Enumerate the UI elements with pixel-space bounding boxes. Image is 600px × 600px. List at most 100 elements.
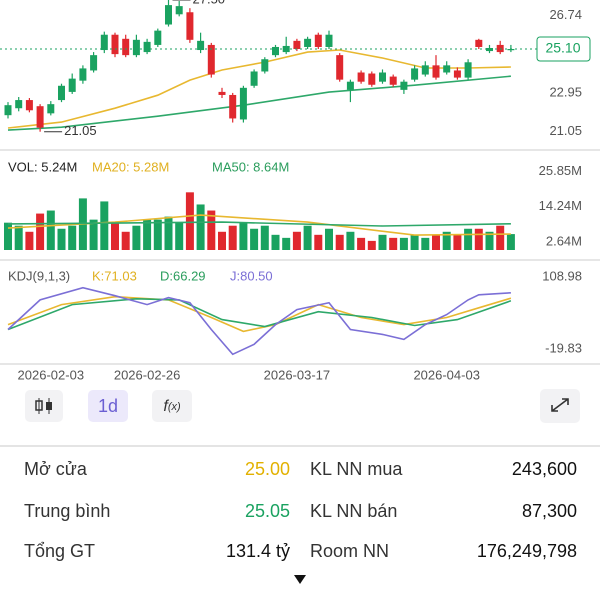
candle-body: [175, 6, 183, 15]
candle-body: [443, 65, 451, 73]
candle-body: [432, 65, 440, 78]
volume-bar: [196, 204, 205, 250]
stat-label: Mở cửa: [24, 459, 88, 479]
candle-body: [357, 72, 365, 82]
volume-bar: [314, 234, 323, 250]
candle-body: [4, 105, 12, 116]
y-tick-label: -19.83: [545, 341, 582, 356]
volume-bar: [239, 222, 248, 250]
candle-body: [68, 78, 76, 92]
last-price-label: 25.10: [545, 40, 580, 56]
legend-entry: D:66.29: [160, 268, 206, 283]
candle-body: [132, 39, 140, 56]
candle-body: [261, 59, 269, 72]
candle-type-button[interactable]: [25, 390, 63, 422]
candle-body: [122, 38, 130, 56]
candle-body: [15, 100, 23, 109]
stat-value: 25.05: [245, 501, 290, 521]
x-tick-label: 2026-03-17: [264, 367, 331, 382]
x-tick-label: 2026-04-03: [413, 367, 480, 382]
candle-body: [186, 12, 194, 40]
volume-bar: [325, 228, 333, 250]
candle-body: [486, 47, 493, 52]
candle-body: [336, 55, 344, 80]
stat-label: Trung bình: [24, 501, 110, 521]
volume-bar: [228, 225, 237, 250]
stat-value: 243,600: [512, 459, 577, 479]
volume-bar: [46, 210, 55, 250]
candle-body: [272, 46, 279, 56]
volume-bar: [271, 234, 280, 250]
stat-value: 87,300: [522, 501, 577, 521]
candle-body: [400, 81, 408, 90]
candle-body: [100, 34, 108, 51]
candle-body: [143, 41, 151, 53]
svg-text:f(x): f(x): [163, 398, 181, 415]
legend-entry: K:71.03: [92, 268, 137, 283]
candle-body: [58, 85, 65, 101]
indicator-button[interactable]: f(x): [152, 390, 192, 422]
volume-bar: [185, 192, 194, 250]
volume-bar: [111, 222, 119, 250]
interval-button[interactable]: 1d: [88, 390, 128, 422]
y-tick-label: 108.98: [542, 268, 582, 283]
volume-average: [7, 221, 511, 227]
x-tick-label: 2026-02-03: [18, 367, 85, 382]
more-arrow[interactable]: [294, 575, 306, 584]
candle-body: [218, 91, 226, 95]
volume-bar: [68, 225, 77, 250]
candle-body: [79, 68, 87, 81]
candle-body: [304, 38, 312, 47]
candle-body: [25, 100, 33, 111]
candle-body: [507, 49, 515, 51]
volume-bar: [378, 234, 387, 250]
candle-body: [325, 34, 333, 47]
volume-bar: [4, 222, 12, 250]
candle-body: [197, 40, 205, 51]
expand-button[interactable]: [540, 389, 580, 423]
volume-bar: [474, 228, 483, 250]
volume-bar: [453, 234, 462, 250]
stat-label: Room NN: [310, 541, 389, 561]
candle-body: [346, 81, 354, 90]
stat-label: Tổng GT: [24, 541, 95, 561]
candle-body: [411, 68, 419, 80]
x-tick-label: 2026-02-26: [114, 367, 181, 382]
candle-body: [165, 5, 172, 25]
candle-body: [453, 70, 461, 78]
volume-bar: [153, 219, 162, 250]
volume-bar: [335, 234, 344, 250]
candle-body: [207, 44, 215, 75]
y-tick-label: 26.74: [549, 7, 582, 22]
legend-entry: MA20: 5.28M: [92, 159, 169, 174]
volume-bar: [357, 237, 366, 250]
candle-body: [36, 106, 44, 128]
volume-bar: [218, 231, 226, 250]
interval-label: 1d: [98, 396, 118, 416]
volume-bar: [36, 213, 45, 250]
stat-value: 176,249,798: [477, 541, 577, 561]
kdj-line: [7, 286, 511, 356]
candle-body: [421, 65, 429, 75]
candle-body: [379, 72, 386, 82]
annotation: 21.05: [64, 123, 97, 138]
last-price-box: [536, 36, 591, 62]
volume-bar: [89, 219, 98, 250]
volume-bar: [485, 231, 494, 250]
candle-body: [475, 39, 483, 47]
candle-body: [90, 55, 98, 71]
volume-bar: [410, 234, 419, 250]
candle-body: [239, 87, 247, 120]
volume-bar: [282, 237, 291, 250]
volume-bar: [506, 234, 515, 250]
volume-bar: [389, 237, 398, 250]
volume-bar: [250, 228, 259, 250]
legend-entry: J:80.50: [230, 268, 273, 283]
volume-bar: [121, 231, 130, 250]
candle-body: [250, 71, 258, 86]
volume-bar: [100, 201, 109, 250]
volume-bar: [175, 222, 184, 250]
candle-body: [293, 40, 301, 50]
candle-body: [47, 104, 55, 114]
stat-label: KL NN mua: [310, 459, 403, 479]
